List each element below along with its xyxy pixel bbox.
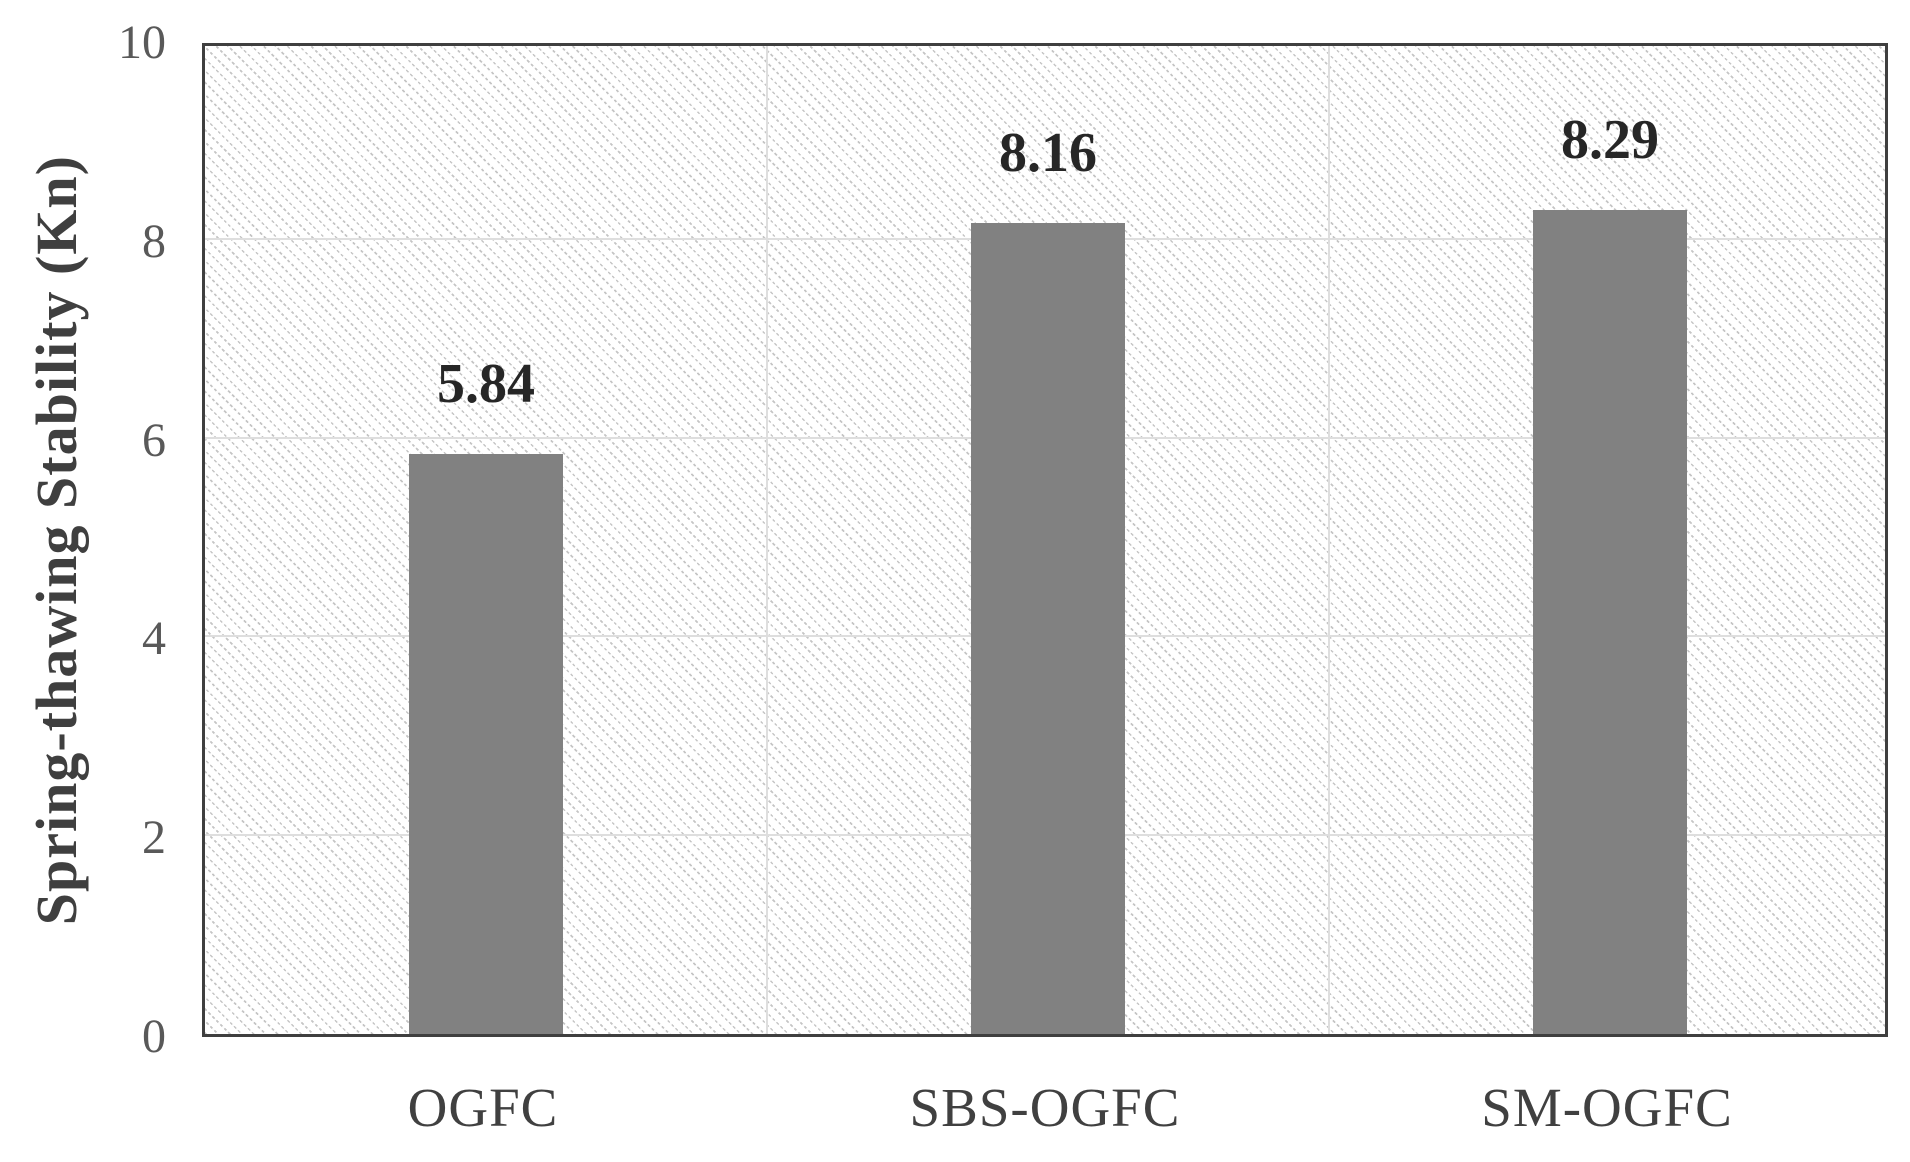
bar-value-label: 8.29 [1561, 108, 1659, 171]
plot-area: 5.84 8.16 8.29 [202, 43, 1888, 1037]
y-tick-label: 2 [142, 811, 166, 865]
y-tick-label: 4 [142, 612, 166, 666]
x-category-label: SM-OGFC [1481, 1077, 1733, 1138]
y-tick-label: 10 [118, 16, 166, 69]
bar [1533, 209, 1687, 1034]
x-category-label: OGFC [407, 1077, 559, 1138]
y-axis-title: Spring-thawing Stability (Kn) [8, 43, 104, 1037]
y-tick-label: 6 [142, 413, 166, 467]
v-gridline [766, 46, 768, 1034]
y-tick-label: 0 [142, 1010, 166, 1063]
v-gridline [1328, 46, 1330, 1034]
bar [409, 453, 563, 1034]
x-category-label: SBS-OGFC [909, 1077, 1181, 1138]
bar-value-label: 8.16 [999, 121, 1097, 184]
bar [971, 222, 1125, 1034]
y-tick-label: 8 [142, 214, 166, 268]
bar-value-label: 5.84 [437, 352, 535, 415]
